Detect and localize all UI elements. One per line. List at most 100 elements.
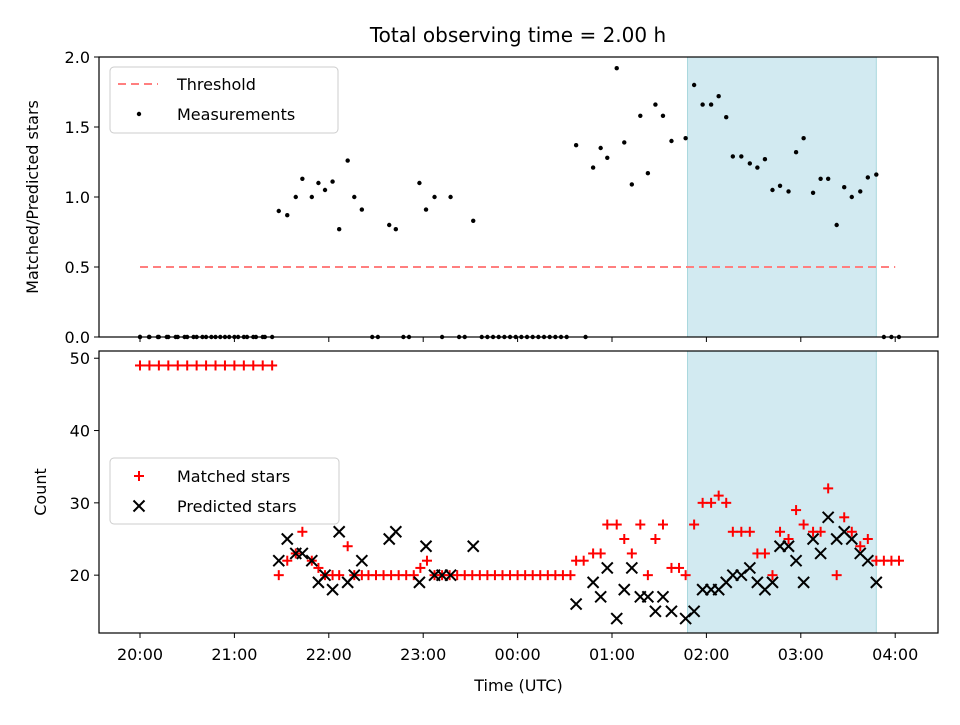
predicted-star-point: [569, 597, 583, 611]
observing-window-shade-bottom: [687, 350, 877, 634]
y-tick-label-bottom: 30: [70, 494, 90, 513]
predicted-marker-b: [665, 605, 678, 618]
predicted-star-point: [586, 576, 600, 589]
measurement-point: [708, 102, 714, 107]
matched-star-point: [635, 519, 646, 530]
matched-star-point: [713, 490, 724, 501]
y-tick-label-top: 2.0: [65, 48, 90, 67]
predicted-marker-b: [782, 540, 795, 553]
predicted-star-point: [789, 554, 803, 567]
matched-star-point: [862, 534, 873, 544]
matched-star-point: [342, 541, 353, 552]
predicted-marker-b: [389, 525, 403, 538]
x-tick-label: 00:00: [495, 645, 541, 664]
measurement-point: [810, 190, 816, 195]
predicted-star-point: [797, 576, 810, 589]
observing-window-shade-top: [687, 56, 877, 338]
predicted-star-point: [355, 554, 369, 567]
measurement-point: [777, 183, 783, 188]
matched-star-point: [823, 483, 834, 494]
y-tick-label-top: 1.5: [65, 118, 90, 137]
matched-star-point: [334, 570, 345, 581]
predicted-star-point: [348, 568, 361, 582]
predicted-marker-b: [641, 590, 655, 604]
predicted-star-point: [870, 576, 883, 589]
figure-title: Total observing time = 2.00 h: [369, 23, 666, 47]
legend-predicted-swatch-b: [132, 499, 146, 513]
measurement-point: [858, 189, 863, 194]
predicted-marker-b: [467, 540, 480, 553]
predicted-star-point: [444, 568, 457, 582]
predicted-marker-b: [318, 568, 332, 582]
matched-star-point: [408, 570, 419, 581]
y-tick-label-top: 1.0: [65, 188, 90, 207]
x-tick-label: 21:00: [211, 645, 257, 664]
predicted-star-point: [601, 561, 614, 575]
predicted-marker-b: [610, 612, 623, 625]
bottom-legend: Matched stars Predicted stars: [109, 457, 340, 525]
matched-star-point: [201, 360, 212, 371]
measurement-point: [801, 136, 806, 141]
bottom-axes-frame: [98, 350, 939, 634]
measurement-point: [614, 66, 619, 71]
x-tick-label: 04:00: [872, 645, 918, 664]
measurement-point: [724, 115, 729, 120]
legend-predicted-label: Predicted stars: [177, 497, 297, 516]
matched-star-point: [831, 570, 842, 581]
measurement-point: [316, 180, 321, 186]
predicted-marker-b: [305, 554, 319, 567]
matched-star-point: [727, 526, 738, 537]
predicted-star-point: [467, 540, 480, 553]
matched-star-point: [238, 360, 249, 371]
matched-star-point: [689, 519, 700, 530]
predicted-marker-b: [594, 590, 607, 604]
matched-star-point: [182, 360, 193, 371]
matched-star-point: [229, 360, 240, 371]
measurement-point: [330, 179, 335, 184]
top-legend: Threshold Measurements: [109, 66, 339, 134]
predicted-star-point: [296, 547, 309, 560]
matched-star-point: [721, 497, 732, 508]
predicted-marker-b: [332, 525, 346, 538]
matched-star-point: [697, 497, 708, 508]
matched-star-point: [775, 526, 786, 537]
measurement-point: [638, 113, 643, 119]
matched-star-point: [565, 570, 576, 581]
x-tick-label: 01:00: [589, 645, 635, 664]
matched-star-point: [846, 526, 857, 537]
measurement-point: [432, 194, 437, 200]
predicted-marker-b: [806, 532, 820, 546]
predicted-star-point: [821, 511, 835, 524]
matched-star-point: [767, 570, 778, 581]
measurement-point: [352, 194, 357, 200]
predicted-marker-b: [766, 576, 779, 589]
measurement-point: [669, 138, 674, 144]
predicted-marker-b: [870, 576, 883, 589]
predicted-marker-b: [348, 568, 361, 582]
measurement-point: [471, 218, 476, 223]
matched-star-point: [626, 548, 637, 559]
predicted-stars-series: [272, 511, 883, 625]
predicted-marker-b: [789, 554, 803, 567]
measurement-point: [730, 154, 736, 159]
measurement-point: [834, 222, 839, 228]
matched-star-point: [815, 526, 826, 537]
x-tick-label: 20:00: [117, 645, 163, 664]
predicted-star-point: [861, 554, 875, 567]
measurement-point: [345, 158, 350, 163]
predicted-star-point: [806, 532, 820, 546]
measurement-point: [786, 189, 791, 194]
matched-star-point: [839, 512, 850, 523]
predicted-star-point: [413, 576, 426, 589]
measurement-point: [825, 176, 831, 181]
measurement-point: [653, 102, 658, 107]
matched-star-point: [759, 548, 770, 559]
matched-star-point: [680, 570, 691, 581]
legend-measurements-label: Measurements: [177, 105, 295, 124]
predicted-star-point: [656, 590, 670, 604]
y-tick-label-bottom: 50: [70, 349, 90, 368]
predicted-star-point: [332, 525, 346, 538]
matched-star-point: [791, 505, 802, 516]
matched-star-point: [219, 360, 230, 371]
